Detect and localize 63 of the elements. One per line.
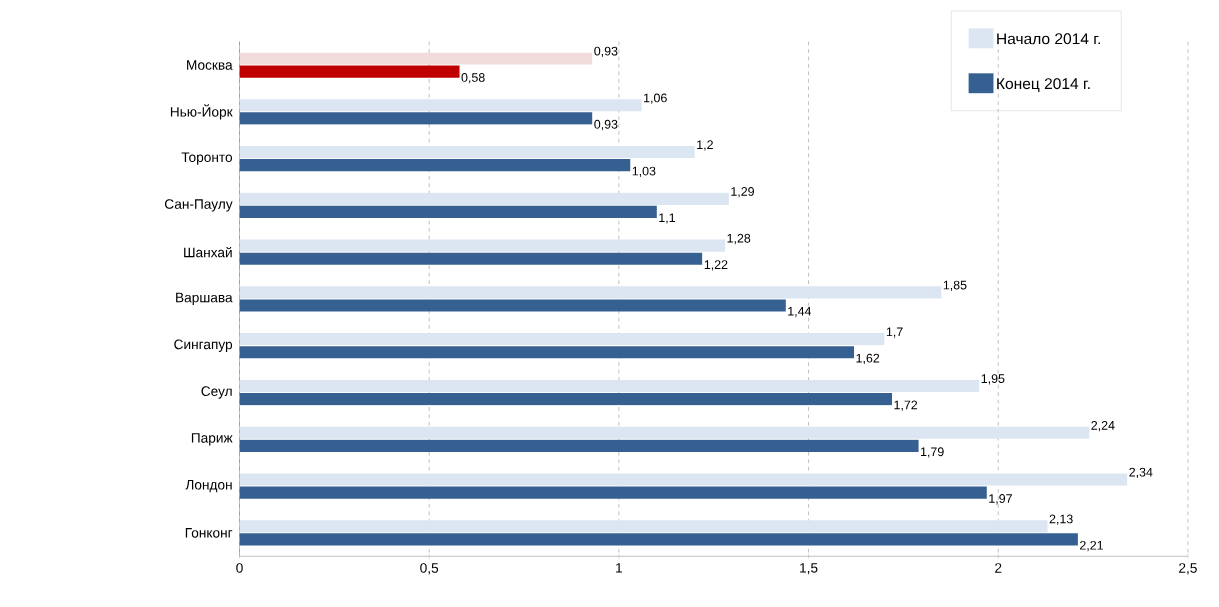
data-label: 1,7 bbox=[886, 327, 903, 338]
x-tick-label: 0,5 bbox=[420, 563, 439, 575]
y-tick-label: Сеул bbox=[201, 386, 232, 399]
y-tick-label: Лондон bbox=[185, 480, 232, 493]
x-tick-label: 0 bbox=[236, 563, 243, 574]
bar bbox=[239, 439, 919, 453]
bar bbox=[239, 286, 942, 299]
data-label: 1,28 bbox=[727, 234, 751, 245]
data-label: 2,21 bbox=[1080, 541, 1103, 552]
bar bbox=[239, 239, 726, 252]
y-tick-label: Торонто bbox=[181, 152, 233, 165]
legend-label: Конец 2014 г. bbox=[997, 78, 1090, 93]
y-tick-label: Нью-Йорк bbox=[170, 104, 233, 120]
data-label: 1,85 bbox=[943, 280, 967, 292]
data-label: 1,72 bbox=[894, 400, 918, 412]
data-label: 1,2 bbox=[697, 140, 713, 151]
data-label: 2,34 bbox=[1129, 467, 1153, 479]
bar bbox=[239, 252, 703, 265]
data-label: 1,79 bbox=[921, 447, 944, 458]
bar bbox=[239, 333, 885, 346]
bar bbox=[239, 112, 593, 125]
bar bbox=[239, 52, 593, 65]
data-label: 1,44 bbox=[788, 307, 812, 318]
y-tick-label: Шанхай bbox=[184, 247, 232, 258]
data-label: 1,1 bbox=[659, 213, 675, 224]
data-label: 1,03 bbox=[632, 166, 656, 178]
y-tick-label: Сан-Паулу bbox=[164, 199, 233, 212]
bar bbox=[239, 486, 987, 499]
data-label: 0,58 bbox=[461, 73, 485, 84]
data-label: 2,13 bbox=[1049, 514, 1073, 526]
data-label: 0,93 bbox=[594, 120, 618, 131]
bar bbox=[239, 299, 786, 312]
data-label: 0,93 bbox=[594, 46, 618, 58]
bar bbox=[239, 192, 729, 206]
bar bbox=[239, 146, 695, 159]
x-tick-label: 2 bbox=[995, 563, 1002, 573]
y-tick-label: Париж bbox=[191, 433, 233, 446]
data-label: 1,06 bbox=[644, 93, 667, 104]
bar bbox=[239, 206, 657, 219]
x-tick-label: 1 bbox=[616, 563, 623, 573]
bar bbox=[239, 520, 1048, 533]
x-tick-label: 1,5 bbox=[800, 563, 818, 575]
data-label: 1,97 bbox=[989, 494, 1012, 505]
bar bbox=[239, 65, 460, 78]
bar bbox=[239, 346, 855, 359]
data-label: 1,62 bbox=[856, 353, 880, 365]
data-label: 1,95 bbox=[981, 374, 1005, 385]
bar bbox=[239, 380, 980, 393]
bar bbox=[239, 473, 1128, 486]
x-tick-label: 2,5 bbox=[1179, 563, 1197, 575]
data-label: 2,24 bbox=[1091, 421, 1115, 432]
bar bbox=[239, 159, 631, 172]
bar bbox=[239, 393, 893, 406]
bar bbox=[239, 533, 1078, 546]
y-tick-label: Гонконг bbox=[185, 528, 233, 538]
legend-label: Начало 2014 г. bbox=[997, 33, 1100, 45]
y-tick-label: Варшава bbox=[176, 293, 233, 306]
y-tick-label: Москва bbox=[187, 60, 233, 71]
bar bbox=[239, 99, 642, 112]
data-label: 1,29 bbox=[731, 187, 754, 198]
data-label: 1,22 bbox=[704, 260, 728, 271]
bar bbox=[239, 426, 1090, 440]
y-tick-label: Сингапур bbox=[174, 339, 233, 353]
